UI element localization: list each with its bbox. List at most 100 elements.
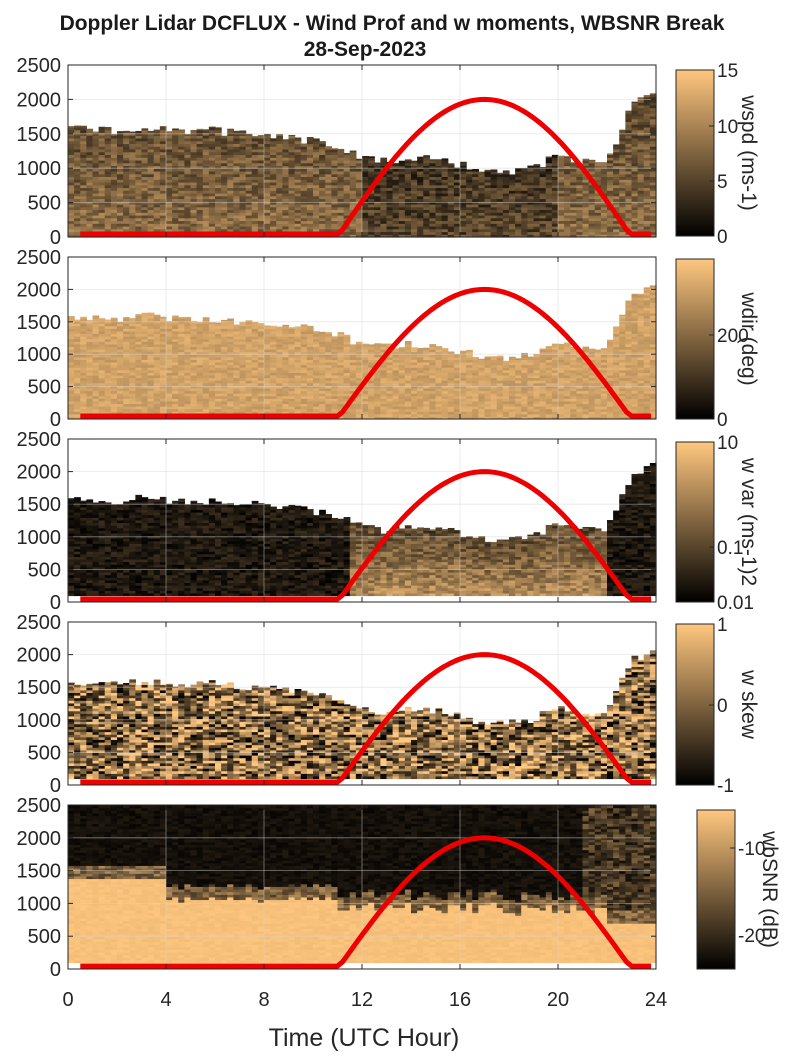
heatmap-cell [110,165,118,169]
heatmap-cell [239,198,247,202]
heatmap-cell [288,151,296,156]
heatmap-cell [153,135,161,139]
heatmap-cell [196,148,204,153]
heatmap-cell [117,214,124,219]
heatmap-cell [215,190,222,194]
heatmap-cell [68,209,75,213]
heatmap-cell [276,223,283,227]
heatmap-cell [257,198,265,202]
heatmap-cell [166,225,173,230]
heatmap-cell [294,176,302,180]
heatmap-cell [190,154,198,158]
heatmap-cell [104,170,112,175]
heatmap-cell [135,198,143,202]
heatmap-cell [159,195,167,200]
heatmap-cell [141,140,149,145]
heatmap-cell [294,159,302,164]
heatmap-cell [251,176,259,180]
heatmap-cell [166,140,173,145]
heatmap-cell [282,206,290,211]
heatmap-cell [239,228,247,233]
heatmap-cell [251,162,259,167]
heatmap-cell [129,228,136,233]
heatmap-cell [196,135,204,139]
heatmap-cell [135,148,143,153]
heatmap-cell [319,220,326,224]
heatmap-cell [251,148,259,153]
heatmap-cell [172,206,179,211]
heatmap-cell [331,159,339,164]
heatmap-cell [306,195,314,200]
heatmap-cell [251,195,259,200]
heatmap-cell [239,130,247,134]
heatmap-cell [184,214,192,219]
heatmap-cell [147,157,155,161]
heatmap-cell [306,187,314,191]
heatmap-cell [110,176,118,180]
heatmap-cell [313,173,320,178]
heatmap-cell [153,140,161,145]
heatmap-cell [221,190,228,194]
heatmap-cell [245,173,253,178]
heatmap-cell [153,203,161,208]
heatmap-cell [147,159,155,164]
heatmap-cell [208,228,216,233]
heatmap-cell [129,190,136,194]
heatmap-cell [282,203,290,208]
heatmap-cell [331,190,339,194]
heatmap-cell [215,154,222,158]
heatmap-cell [86,181,94,186]
heatmap-cell [68,126,75,128]
heatmap-cell [325,192,332,197]
heatmap-cell [251,225,259,230]
heatmap-cell [233,228,241,233]
heatmap-cell [80,192,87,197]
heatmap-cell [202,217,210,222]
heatmap-cell [153,192,161,197]
heatmap-cell [166,217,173,222]
heatmap-cell [184,165,192,169]
heatmap-cell [325,332,332,335]
heatmap-cell [117,195,124,200]
heatmap-cell [306,140,314,145]
heatmap-cell [184,209,192,213]
heatmap-cell [337,209,345,213]
heatmap-cell [319,151,326,156]
heatmap-cell [129,179,136,183]
heatmap-cell [153,154,161,158]
heatmap-cell [202,195,210,200]
heatmap-cell [239,217,247,222]
heatmap-cell [92,165,100,169]
heatmap-cell [129,131,136,134]
heatmap-cell [153,223,161,227]
heatmap-cell [117,179,124,183]
heatmap-cell [276,198,283,202]
heatmap-cell [86,320,94,322]
heatmap-cell [276,170,283,175]
heatmap-cell [300,151,308,156]
heatmap-cell [159,157,167,161]
heatmap-cell [80,165,87,169]
heatmap-cell [147,162,155,167]
heatmap-cell [288,157,296,161]
heatmap-cell [300,225,308,230]
heatmap-cell [202,157,210,161]
heatmap-cell [166,159,173,164]
heatmap-cell [104,129,112,134]
heatmap-cell [294,203,302,208]
heatmap-cell [159,168,167,172]
heatmap-cell [294,140,302,145]
heatmap-cell [257,148,265,153]
heatmap-cell [153,198,161,202]
heatmap-cell [239,209,247,213]
heatmap-cell [251,203,259,208]
heatmap-cell [294,217,302,222]
heatmap-cell [68,316,75,319]
heatmap-cell [98,159,106,164]
heatmap-cell [190,228,198,233]
heatmap-cell [147,148,155,153]
heatmap-cell [306,165,314,169]
heatmap-cell [117,148,124,153]
heatmap-cell [208,179,216,183]
heatmap-cell [178,179,185,183]
